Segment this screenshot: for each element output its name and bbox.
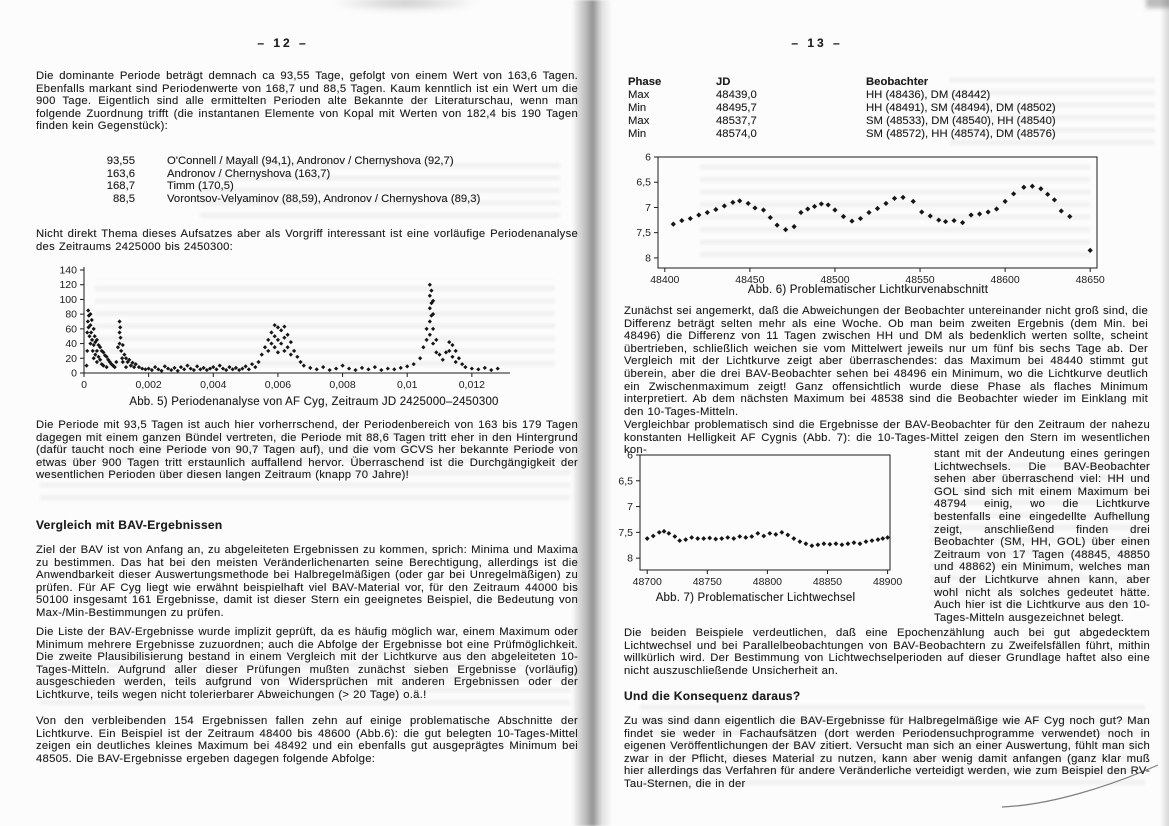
svg-text:0,012: 0,012 [459, 379, 485, 391]
paragraph-vergleichbar-side: stant mit der Andeutung eines geringen L… [934, 448, 1150, 624]
svg-text:0,01: 0,01 [397, 379, 418, 391]
period-row: 88,5 Vorontsov-Velyaminov (88,59), Andro… [88, 193, 558, 206]
svg-text:7: 7 [645, 202, 651, 214]
page-number-12: – 12 – [257, 36, 309, 50]
svg-text:6,5: 6,5 [636, 177, 651, 189]
phase-table: Phase JD Beobachter Max 48439,0 HH (4843… [628, 76, 1150, 141]
scan-corner-artifact [1146, 0, 1169, 8]
fig6-caption: Abb. 6) Problematischer Lichtkurvenabsch… [747, 284, 989, 296]
period-source: Timm (170,5) [167, 180, 234, 193]
paragraph-period-discussion: Die Periode mit 93,5 Tagen ist auch hier… [36, 419, 578, 482]
heading-vergleich-bav: Vergleich mit BAV-Ergebnissen [36, 518, 223, 532]
period-source: O'Connell / Mayall (94,1), Andronov / Ch… [167, 155, 454, 167]
paragraph-remaining-results: Von den verbleibenden 154 Ergebnissen fa… [36, 715, 578, 765]
svg-text:48400: 48400 [650, 274, 679, 286]
svg-text:0: 0 [71, 368, 77, 380]
svg-text:6: 6 [627, 450, 633, 462]
svg-text:48650: 48650 [1076, 274, 1105, 286]
svg-text:48850: 48850 [813, 576, 842, 588]
svg-text:0,006: 0,006 [265, 379, 291, 391]
svg-text:140: 140 [59, 265, 77, 277]
svg-text:0,004: 0,004 [200, 379, 226, 391]
period-row: 163,6 Andronov / Chernyshova (163,7) [88, 168, 558, 181]
svg-text:48600: 48600 [991, 274, 1020, 286]
svg-text:48450: 48450 [735, 274, 764, 286]
svg-text:48500: 48500 [820, 274, 849, 286]
period-value: 163,6 [106, 167, 135, 180]
fig5-periodogram-chart: 0 0,002 0,004 0,006 0,008 0,01 0,012 0 20 40 60 80 1… [59, 265, 510, 391]
paragraph-bav-goal: Ziel der BAV ist von Anfang an, zu abgel… [36, 544, 578, 619]
svg-text:40: 40 [65, 338, 77, 350]
svg-text:100: 100 [59, 294, 77, 306]
paragraph-vergleichbar-intro: Vergleichbar problematisch sind die Erge… [624, 419, 1150, 457]
scan-smudge-artifact [330, 0, 480, 12]
fig5-caption: Abb. 5) Periodenanalyse von AF Cyg, Zeit… [129, 396, 499, 408]
period-row: 168,7 Timm (170,5) [88, 180, 558, 193]
paragraph-dominant-period: Die dominante Periode beträgt demnach ca… [36, 70, 578, 133]
heading-konsequenz: Und die Konsequenz daraus? [624, 689, 801, 703]
period-value: 168,7 [106, 180, 135, 193]
svg-text:20: 20 [65, 353, 77, 365]
svg-text:6: 6 [645, 152, 651, 164]
col-phase: Phase [628, 76, 662, 88]
period-value: 88,5 [113, 192, 135, 205]
svg-text:48800: 48800 [753, 576, 782, 588]
paragraph-beide-beispiele: Die beiden Beispiele verdeutlichen, daß … [624, 627, 1150, 677]
period-row: 93,55 O'Connell / Mayall (94,1), Androno… [88, 155, 558, 168]
svg-text:0,008: 0,008 [329, 379, 355, 391]
page-number-13: – 13 – [791, 36, 843, 50]
period-source: Vorontsov-Velyaminov (88,59), Andronov /… [167, 192, 481, 205]
svg-text:8: 8 [645, 252, 651, 264]
table-row: Min 48495,7 HH (48491), SM (48494), DM (… [628, 101, 1056, 114]
paragraph-bav-list-check: Die Liste der BAV-Ergebnisse wurde impli… [36, 626, 578, 701]
svg-text:6,5: 6,5 [618, 475, 633, 487]
svg-text:120: 120 [59, 279, 77, 291]
page-gutter-shadow [572, 0, 612, 826]
svg-text:60: 60 [65, 323, 77, 335]
paragraph-zunaechst: Zunächst sei angemerkt, daß die Abweichu… [624, 305, 1148, 418]
table-row: Max 48537,7 SM (48533), DM (48540), HH (… [628, 114, 1056, 127]
paragraph-period-analysis-intro: Nicht direkt Thema dieses Aufsatzes aber… [36, 228, 578, 253]
table-row: Max 48439,0 HH (48436), DM (48442) [628, 88, 991, 101]
svg-text:0: 0 [81, 379, 87, 391]
svg-text:48550: 48550 [905, 274, 934, 286]
table-row: Min 48574,0 SM (48572), HH (48574), DM (… [628, 127, 1056, 140]
svg-text:48700: 48700 [633, 576, 662, 588]
svg-text:7,5: 7,5 [636, 227, 651, 239]
svg-text:7: 7 [627, 501, 633, 513]
fig6-lightcurve-chart: 48400 48450 48500 48550 48600 48650 6 6,5 7 7,5 8 [636, 152, 1105, 287]
fig7-lightcurve-chart: 48700 48750 48800 48850 48900 6 6,5 7 7,5 8 [618, 450, 902, 589]
col-jd: JD [716, 76, 731, 88]
col-beobachter: Beobachter [866, 76, 929, 88]
phase-table-header: Phase JD Beobachter [628, 76, 1150, 89]
fig7-caption: Abb. 7) Problematischer Lichtwechsel [655, 592, 856, 604]
svg-text:48750: 48750 [693, 576, 722, 588]
svg-text:80: 80 [65, 309, 77, 321]
period-source: Andronov / Chernyshova (163,7) [167, 167, 331, 180]
page-edge-shadow [1160, 0, 1169, 826]
svg-text:48900: 48900 [873, 576, 902, 588]
svg-text:7,5: 7,5 [618, 527, 633, 539]
svg-text:8: 8 [627, 553, 633, 565]
svg-text:0,002: 0,002 [136, 379, 162, 391]
period-attribution-list: 93,55 O'Connell / Mayall (94,1), Androno… [88, 155, 558, 205]
period-value: 93,55 [106, 155, 135, 167]
paragraph-zu-was: Zu was sind dann eigentlich die BAV-Erge… [624, 715, 1150, 790]
